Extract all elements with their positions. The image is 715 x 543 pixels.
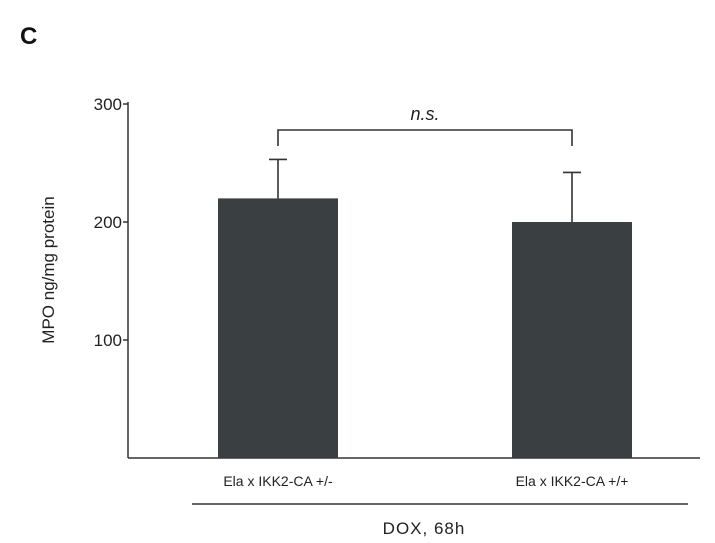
bars: Ela x IKK2-CA +/- Ela x IKK2-CA +/+ [218, 198, 632, 489]
significance-label: n.s. [410, 104, 439, 124]
significance-bracket: n.s. [277, 104, 573, 146]
x-category-label: Ela x IKK2-CA +/- [223, 473, 333, 489]
y-axis-label: MPO ng/mg protein [39, 196, 58, 343]
group-label: DOX, 68h [383, 519, 466, 538]
error-bars [269, 158, 581, 222]
x-category-label: Ela x IKK2-CA +/+ [516, 473, 629, 489]
bracket-line [277, 129, 573, 146]
y-tick-label: 300 [94, 95, 122, 114]
panel-label: C [20, 23, 37, 50]
bar [218, 198, 338, 458]
y-tick-label: 100 [94, 331, 122, 350]
y-tick-label: 200 [94, 213, 122, 232]
bar [512, 222, 632, 458]
